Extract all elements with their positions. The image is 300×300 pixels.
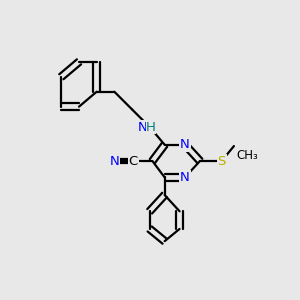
Text: N: N	[138, 121, 148, 134]
Text: H: H	[138, 121, 148, 134]
Text: N: N	[110, 154, 119, 167]
Text: N: N	[180, 138, 190, 151]
Text: C: C	[129, 154, 138, 167]
Text: N: N	[180, 171, 190, 184]
Text: H: H	[146, 121, 156, 134]
Text: S: S	[218, 154, 226, 167]
Text: N: N	[139, 121, 148, 134]
Text: CH₃: CH₃	[237, 149, 258, 162]
